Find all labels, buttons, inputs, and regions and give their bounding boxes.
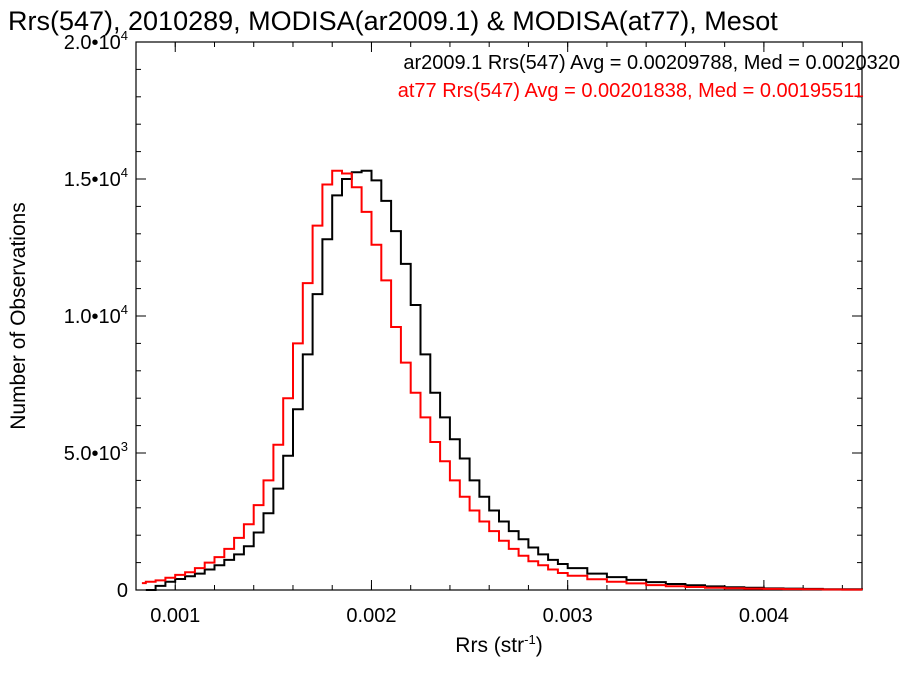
legend-entry-at77: at77 Rrs(547) Avg = 0.00201838, Med = 0.… xyxy=(398,80,864,102)
x-tick-label-1: 0.002 xyxy=(346,605,396,627)
legend: ar2009.1 Rrs(547) Avg = 0.00209788, Med … xyxy=(398,52,900,102)
y-tick-label-1: 5.0•103 xyxy=(64,439,128,465)
x-tick-label-0: 0.001 xyxy=(150,605,200,627)
axis-ticks xyxy=(135,41,862,591)
x-tick-label-3: 0.004 xyxy=(739,605,789,627)
series-line-ar2009.1 xyxy=(145,169,863,591)
tick-labels: 0.001 0.002 0.003 0.004 0 5.0•103 1.0•104 1.5•1… xyxy=(64,28,789,627)
series-line-at77 xyxy=(141,169,863,591)
y-tick-label-0: 0 xyxy=(117,580,128,602)
x-axis-label: Rrs (str-1) xyxy=(455,632,542,657)
y-tick-label-2: 1.0•104 xyxy=(64,302,128,328)
chart-title: Rrs(547), 2010289, MODISA(ar2009.1) & MO… xyxy=(8,6,778,36)
plot-frame xyxy=(135,41,863,591)
y-tick-label-4: 2.0•104 xyxy=(64,28,128,54)
legend-entry-ar2009.1: ar2009.1 Rrs(547) Avg = 0.00209788, Med … xyxy=(403,52,900,74)
series-layer xyxy=(141,169,863,591)
x-tick-label-2: 0.003 xyxy=(543,605,593,627)
y-tick-label-3: 1.5•104 xyxy=(64,165,128,191)
y-axis-label: Number of Observations xyxy=(7,202,30,430)
